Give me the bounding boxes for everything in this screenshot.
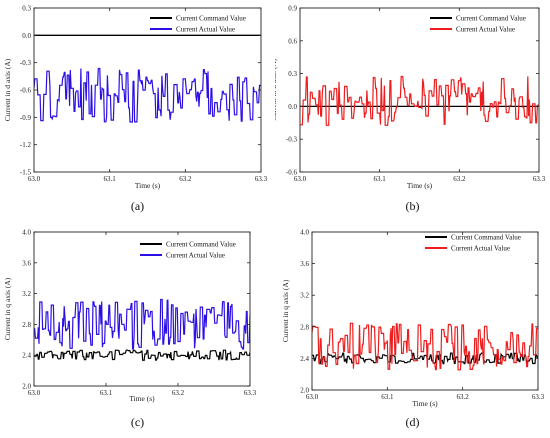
y-axis-label-b: Current in d axis (A)	[275, 58, 278, 121]
y-tick-label-c: 4.0	[22, 229, 31, 237]
y-tick-label-c: 2.8	[22, 321, 31, 329]
legend-label-d-1: Current Command Value	[451, 234, 521, 242]
x-tick-label-a: 63.2	[179, 175, 192, 183]
y-tick-label-b: -0.3	[286, 136, 298, 144]
x-tick-label-d: 63.0	[306, 393, 319, 401]
legend-label-c-2: Current Actual Value	[166, 252, 225, 260]
chart-svg-a: 0.3 0.0 -0.3 -0.6 -0.9 -1.2 -1.563.0 63.1 63.2 63…	[3, 5, 268, 214]
series-line-c-1	[34, 349, 250, 361]
y-tick-label-d: 4.0	[300, 229, 309, 237]
x-axis-label-d: Time (s)	[412, 399, 438, 408]
x-tick-label-b: 63.3	[533, 175, 546, 183]
y-tick-label-b: 0.6	[288, 37, 297, 45]
y-tick-label-b: 0.3	[288, 70, 297, 78]
y-tick-label-a: -1.5	[20, 169, 32, 177]
x-tick-label-c: 63.3	[244, 389, 257, 397]
y-tick-label-c: 3.6	[22, 259, 31, 267]
y-tick-label-b: -0.6	[286, 169, 298, 177]
y-tick-label-b: 0.9	[288, 5, 297, 13]
x-tick-label-a: 63.0	[28, 175, 41, 183]
panel-label-b: (b)	[406, 199, 420, 213]
panel-label-a: (a)	[131, 199, 144, 213]
y-tick-label-d: 3.6	[300, 260, 309, 268]
x-tick-label-c: 63.2	[172, 389, 185, 397]
chart-panel-c: 4.0 3.6 3.2 2.8 2.4 2.0 63.0 63.1 63.2 63.3 Time (…	[0, 220, 275, 438]
y-tick-label-a: 0.3	[22, 5, 31, 13]
legend-label-a-1: Current Command Value	[176, 15, 246, 23]
chart-panel-d: 4.0 3.6 3.2 2.8 2.4 2.0 63.0 63.1 63.2 63.3 Time (…	[275, 220, 550, 438]
x-tick-label-b: 63.1	[374, 175, 387, 183]
legend-label-a-2: Current Actual Value	[176, 26, 235, 34]
chart-svg-b: 0.9 0.6 0.3 0.0 -0.3 -0.663.0 63.1 63.2 63.3 Time…	[275, 5, 546, 214]
y-tick-label-c: 3.2	[22, 290, 31, 298]
x-tick-label-c: 63.0	[28, 389, 41, 397]
legend-label-d-2: Current Actual Value	[451, 245, 510, 253]
x-tick-label-a: 63.1	[104, 175, 117, 183]
x-tick-label-d: 63.2	[457, 393, 470, 401]
legend-label-b-2: Current Actual Value	[456, 26, 515, 34]
x-tick-label-b: 63.2	[453, 175, 466, 183]
y-tick-label-a: -0.6	[20, 87, 32, 95]
y-tick-label-d: 2.0	[300, 387, 309, 395]
x-axis-label-c: Time (s)	[129, 394, 155, 403]
legend-label-c-1: Current Command Value	[166, 241, 236, 249]
x-tick-label-a: 63.3	[255, 175, 268, 183]
series-line-c-2	[34, 298, 250, 350]
y-tick-label-d: 2.4	[300, 355, 309, 363]
y-axis-label-a: Current in d axis (A)	[3, 58, 12, 121]
y-tick-label-c: 2.4	[22, 352, 31, 360]
plot-frame-d	[311, 231, 539, 391]
y-tick-label-d: 2.8	[300, 323, 309, 331]
chart-panel-a: 0.3 0.0 -0.3 -0.6 -0.9 -1.2 -1.5 63.0 63.1 63.2 63…	[0, 0, 275, 220]
y-axis-label-d: Current in q axis (A)	[281, 279, 290, 342]
plot-frame-c	[33, 231, 251, 387]
series-line-a-2	[34, 67, 261, 123]
y-tick-label-b: 0.0	[288, 103, 297, 111]
panel-label-c: (c)	[131, 415, 144, 429]
y-tick-label-d: 3.2	[300, 292, 309, 300]
x-tick-label-c: 63.1	[100, 389, 113, 397]
panel-label-d: (d)	[406, 415, 420, 429]
plot-frame-b	[299, 7, 540, 173]
chart-svg-d: 4.0 3.6 3.2 2.8 2.4 2.063.0 63.1 63.2 63.3 Time (…	[281, 229, 545, 430]
x-tick-label-b: 63.0	[294, 175, 307, 183]
series-line-d-1	[312, 352, 538, 366]
x-axis-label-a: Time (s)	[135, 181, 161, 190]
chart-panel-b: 0.9 0.6 0.3 0.0 -0.3 -0.6 63.0 63.1 63.2 63.3 Time…	[275, 0, 550, 220]
x-tick-label-d: 63.1	[381, 393, 394, 401]
y-tick-label-a: -1.2	[20, 141, 32, 149]
x-tick-label-d: 63.3	[532, 393, 545, 401]
y-axis-label-c: Current in q axis (A)	[3, 277, 12, 340]
series-line-b-2	[300, 75, 539, 126]
chart-svg-c: 4.0 3.6 3.2 2.8 2.4 2.063.0 63.1 63.2 63.3 Time (…	[3, 229, 257, 430]
series-line-d-2	[312, 322, 538, 371]
y-tick-label-a: -0.9	[20, 114, 32, 122]
legend-label-b-1: Current Command Value	[456, 15, 526, 23]
y-tick-label-a: 0.0	[22, 32, 31, 40]
y-tick-label-a: -0.3	[20, 59, 32, 67]
y-tick-label-c: 2.0	[22, 383, 31, 391]
x-axis-label-b: Time (s)	[407, 181, 433, 190]
